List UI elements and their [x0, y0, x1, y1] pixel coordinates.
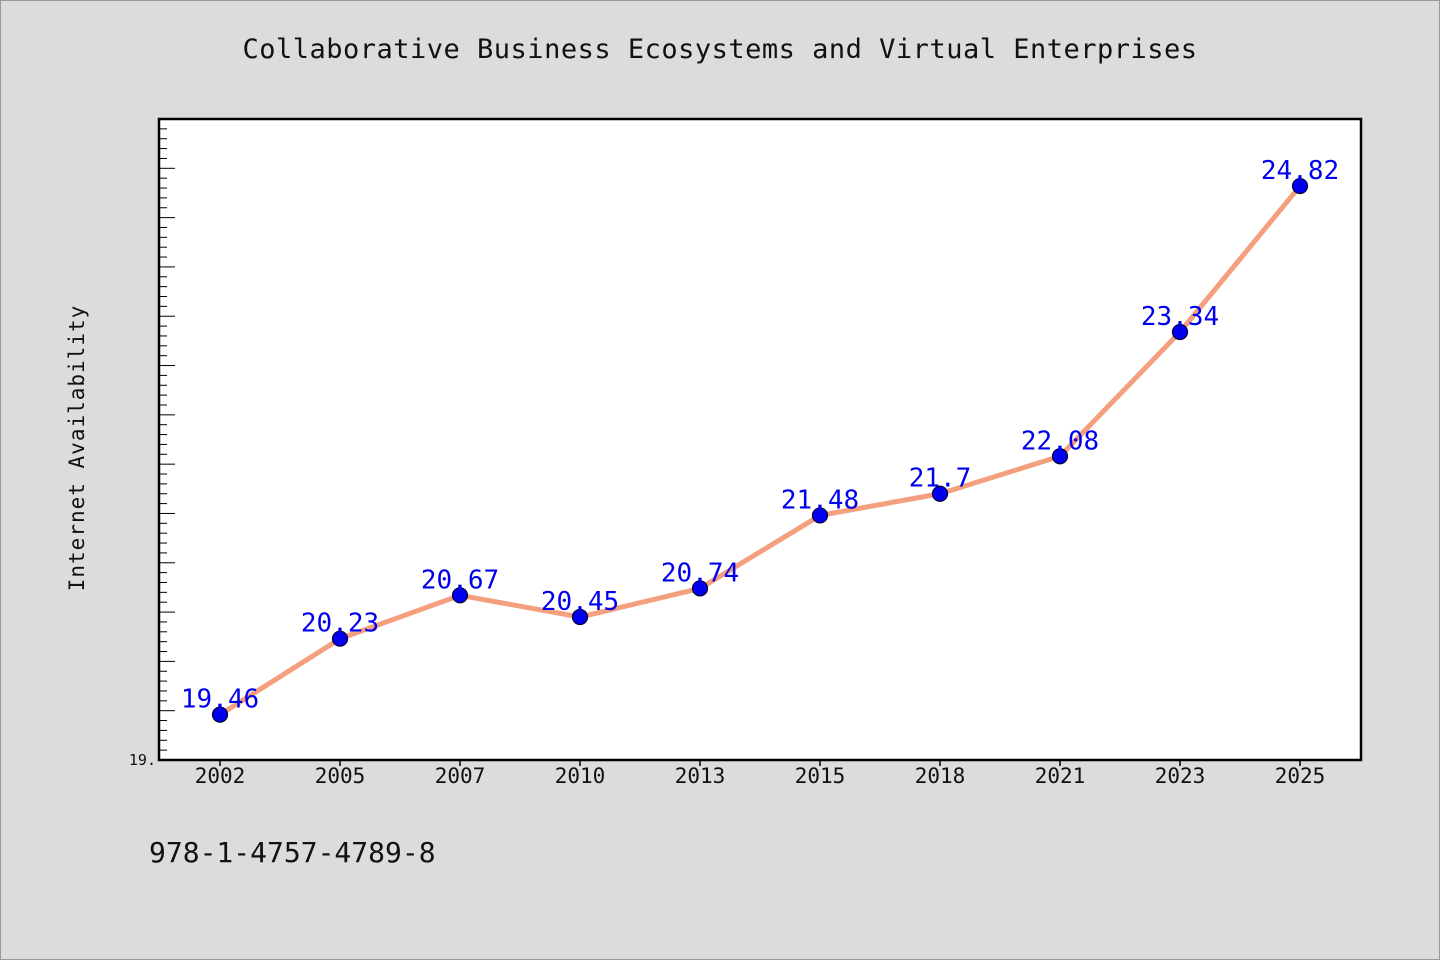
- data-label: 20.67: [421, 565, 499, 595]
- x-tick-label: 2005: [315, 764, 366, 788]
- plot-area: [157, 117, 1363, 762]
- data-label: 22.08: [1021, 426, 1099, 456]
- data-point: [451, 587, 469, 604]
- data-point: [211, 706, 229, 723]
- data-label: 20.45: [541, 587, 619, 617]
- data-label: 20.74: [661, 558, 739, 588]
- isbn-code: 978-1-4757-4789-8: [149, 836, 436, 869]
- data-point: [691, 580, 709, 597]
- data-label: 20.23: [301, 609, 379, 639]
- x-tick-label: 2018: [915, 764, 966, 788]
- data-point: [1051, 448, 1069, 465]
- y-axis-min-label: 19.: [129, 751, 156, 769]
- chart-title: Collaborative Business Ecosystems and Vi…: [242, 34, 1198, 65]
- data-label: 23.34: [1141, 302, 1219, 332]
- x-tick-label: 2002: [195, 764, 246, 788]
- data-label: 19.46: [181, 685, 259, 715]
- x-tick-label: 2007: [435, 764, 486, 788]
- x-tick-label: 2021: [1035, 764, 1086, 788]
- data-point: [931, 485, 949, 502]
- y-axis-ticks: [159, 118, 175, 751]
- series-layer: 19.46 20.23 20.67 20.45 20.74 21.48 21.7 22.08 2…: [181, 156, 1339, 723]
- series-line: [217, 183, 1303, 718]
- data-label: 21.48: [781, 485, 859, 515]
- data-point: [811, 507, 829, 524]
- data-point: [1171, 323, 1189, 341]
- x-tick-label: 2023: [1155, 764, 1206, 788]
- data-point: [331, 630, 349, 647]
- x-tick-label: 2013: [675, 764, 726, 788]
- data-point: [571, 608, 589, 626]
- x-tick-label: 2025: [1275, 764, 1326, 788]
- x-tick-label: 2010: [555, 764, 606, 788]
- x-tick-label: 2015: [795, 764, 846, 788]
- data-point: [1291, 177, 1309, 195]
- x-axis-ticks: 2002 2005 2007 2010 2013 2015 2018 2021 2023 2025: [195, 760, 1326, 788]
- data-label: 21.7: [909, 464, 972, 494]
- data-label: 24.82: [1261, 156, 1339, 186]
